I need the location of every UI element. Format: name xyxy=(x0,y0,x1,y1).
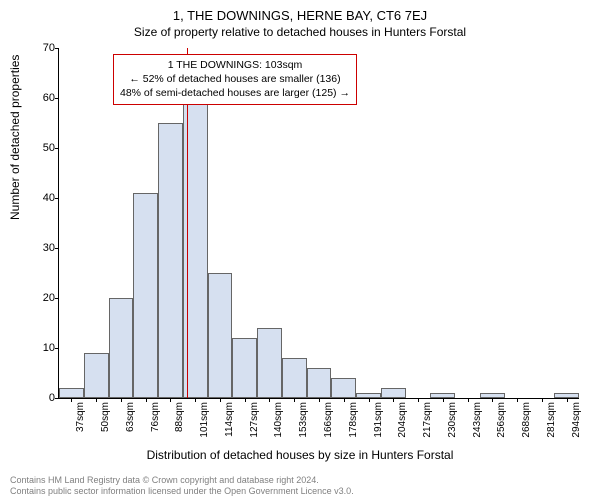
x-tick-label: 63sqm xyxy=(125,402,129,432)
histogram-bar xyxy=(84,353,109,398)
y-tick-mark xyxy=(55,48,59,49)
x-tick-mark xyxy=(517,398,518,402)
histogram-bar xyxy=(257,328,282,398)
annotation-line: ← 52% of detached houses are smaller (13… xyxy=(120,72,350,86)
x-tick-label: 140sqm xyxy=(273,402,277,438)
y-tick-mark xyxy=(55,198,59,199)
x-tick-label: 268sqm xyxy=(521,402,525,438)
y-axis-label: Number of detached properties xyxy=(8,55,22,220)
page-title: 1, THE DOWNINGS, HERNE BAY, CT6 7EJ xyxy=(0,0,600,23)
footer-line: Contains HM Land Registry data © Crown c… xyxy=(10,475,354,486)
y-tick-label: 10 xyxy=(25,342,55,354)
histogram-bar xyxy=(381,388,406,398)
footer-attribution: Contains HM Land Registry data © Crown c… xyxy=(10,475,354,497)
y-tick-label: 30 xyxy=(25,242,55,254)
annotation-line: 1 THE DOWNINGS: 103sqm xyxy=(120,58,350,72)
footer-line: Contains public sector information licen… xyxy=(10,486,354,497)
annotation-line: 48% of semi-detached houses are larger (… xyxy=(120,86,350,100)
histogram-bar xyxy=(307,368,332,398)
x-tick-label: 294sqm xyxy=(571,402,575,438)
chart-subtitle: Size of property relative to detached ho… xyxy=(0,23,600,39)
x-tick-label: 230sqm xyxy=(447,402,451,438)
histogram-bar xyxy=(331,378,356,398)
x-tick-label: 37sqm xyxy=(75,402,79,432)
x-tick-mark xyxy=(146,398,147,402)
x-tick-label: 153sqm xyxy=(298,402,302,438)
histogram-bar xyxy=(208,273,233,398)
x-tick-mark xyxy=(393,398,394,402)
x-axis-label: Distribution of detached houses by size … xyxy=(0,448,600,462)
x-tick-mark xyxy=(567,398,568,402)
x-tick-mark xyxy=(170,398,171,402)
x-tick-label: 127sqm xyxy=(249,402,253,438)
x-tick-label: 178sqm xyxy=(348,402,352,438)
histogram-bar xyxy=(158,123,183,398)
y-tick-label: 20 xyxy=(25,292,55,304)
y-tick-label: 50 xyxy=(25,142,55,154)
x-tick-label: 114sqm xyxy=(224,402,228,437)
x-tick-mark xyxy=(418,398,419,402)
histogram-bar xyxy=(232,338,257,398)
x-tick-mark xyxy=(542,398,543,402)
x-tick-label: 191sqm xyxy=(373,402,377,438)
x-tick-label: 256sqm xyxy=(496,402,500,438)
y-tick-label: 60 xyxy=(25,92,55,104)
y-tick-mark xyxy=(55,398,59,399)
x-tick-mark xyxy=(319,398,320,402)
y-tick-mark xyxy=(55,298,59,299)
y-tick-label: 0 xyxy=(25,392,55,404)
x-tick-mark xyxy=(492,398,493,402)
x-tick-label: 204sqm xyxy=(397,402,401,438)
x-tick-label: 243sqm xyxy=(472,402,476,438)
x-tick-label: 166sqm xyxy=(323,402,327,438)
y-tick-mark xyxy=(55,348,59,349)
x-tick-mark xyxy=(369,398,370,402)
x-tick-label: 217sqm xyxy=(422,402,426,438)
chart-area: 01020304050607037sqm50sqm63sqm76sqm88sqm… xyxy=(58,48,578,398)
x-tick-mark xyxy=(294,398,295,402)
y-tick-mark xyxy=(55,148,59,149)
chart-container: 1, THE DOWNINGS, HERNE BAY, CT6 7EJ Size… xyxy=(0,0,600,500)
x-tick-label: 101sqm xyxy=(199,402,203,438)
x-tick-label: 88sqm xyxy=(174,402,178,432)
x-tick-label: 281sqm xyxy=(546,402,550,438)
y-tick-label: 70 xyxy=(25,42,55,54)
y-tick-mark xyxy=(55,248,59,249)
x-tick-mark xyxy=(269,398,270,402)
histogram-bar xyxy=(133,193,158,398)
x-tick-mark xyxy=(220,398,221,402)
x-tick-mark xyxy=(443,398,444,402)
y-tick-mark xyxy=(55,98,59,99)
annotation-box: 1 THE DOWNINGS: 103sqm← 52% of detached … xyxy=(113,54,357,105)
x-tick-mark xyxy=(245,398,246,402)
plot-area: 01020304050607037sqm50sqm63sqm76sqm88sqm… xyxy=(58,48,579,399)
x-tick-mark xyxy=(71,398,72,402)
x-tick-label: 76sqm xyxy=(150,402,154,432)
x-tick-mark xyxy=(121,398,122,402)
histogram-bar xyxy=(282,358,307,398)
histogram-bar xyxy=(109,298,134,398)
x-tick-mark xyxy=(195,398,196,402)
histogram-bar xyxy=(59,388,84,398)
y-tick-label: 40 xyxy=(25,192,55,204)
x-tick-mark xyxy=(344,398,345,402)
x-tick-label: 50sqm xyxy=(100,402,104,432)
x-tick-mark xyxy=(96,398,97,402)
x-tick-mark xyxy=(468,398,469,402)
